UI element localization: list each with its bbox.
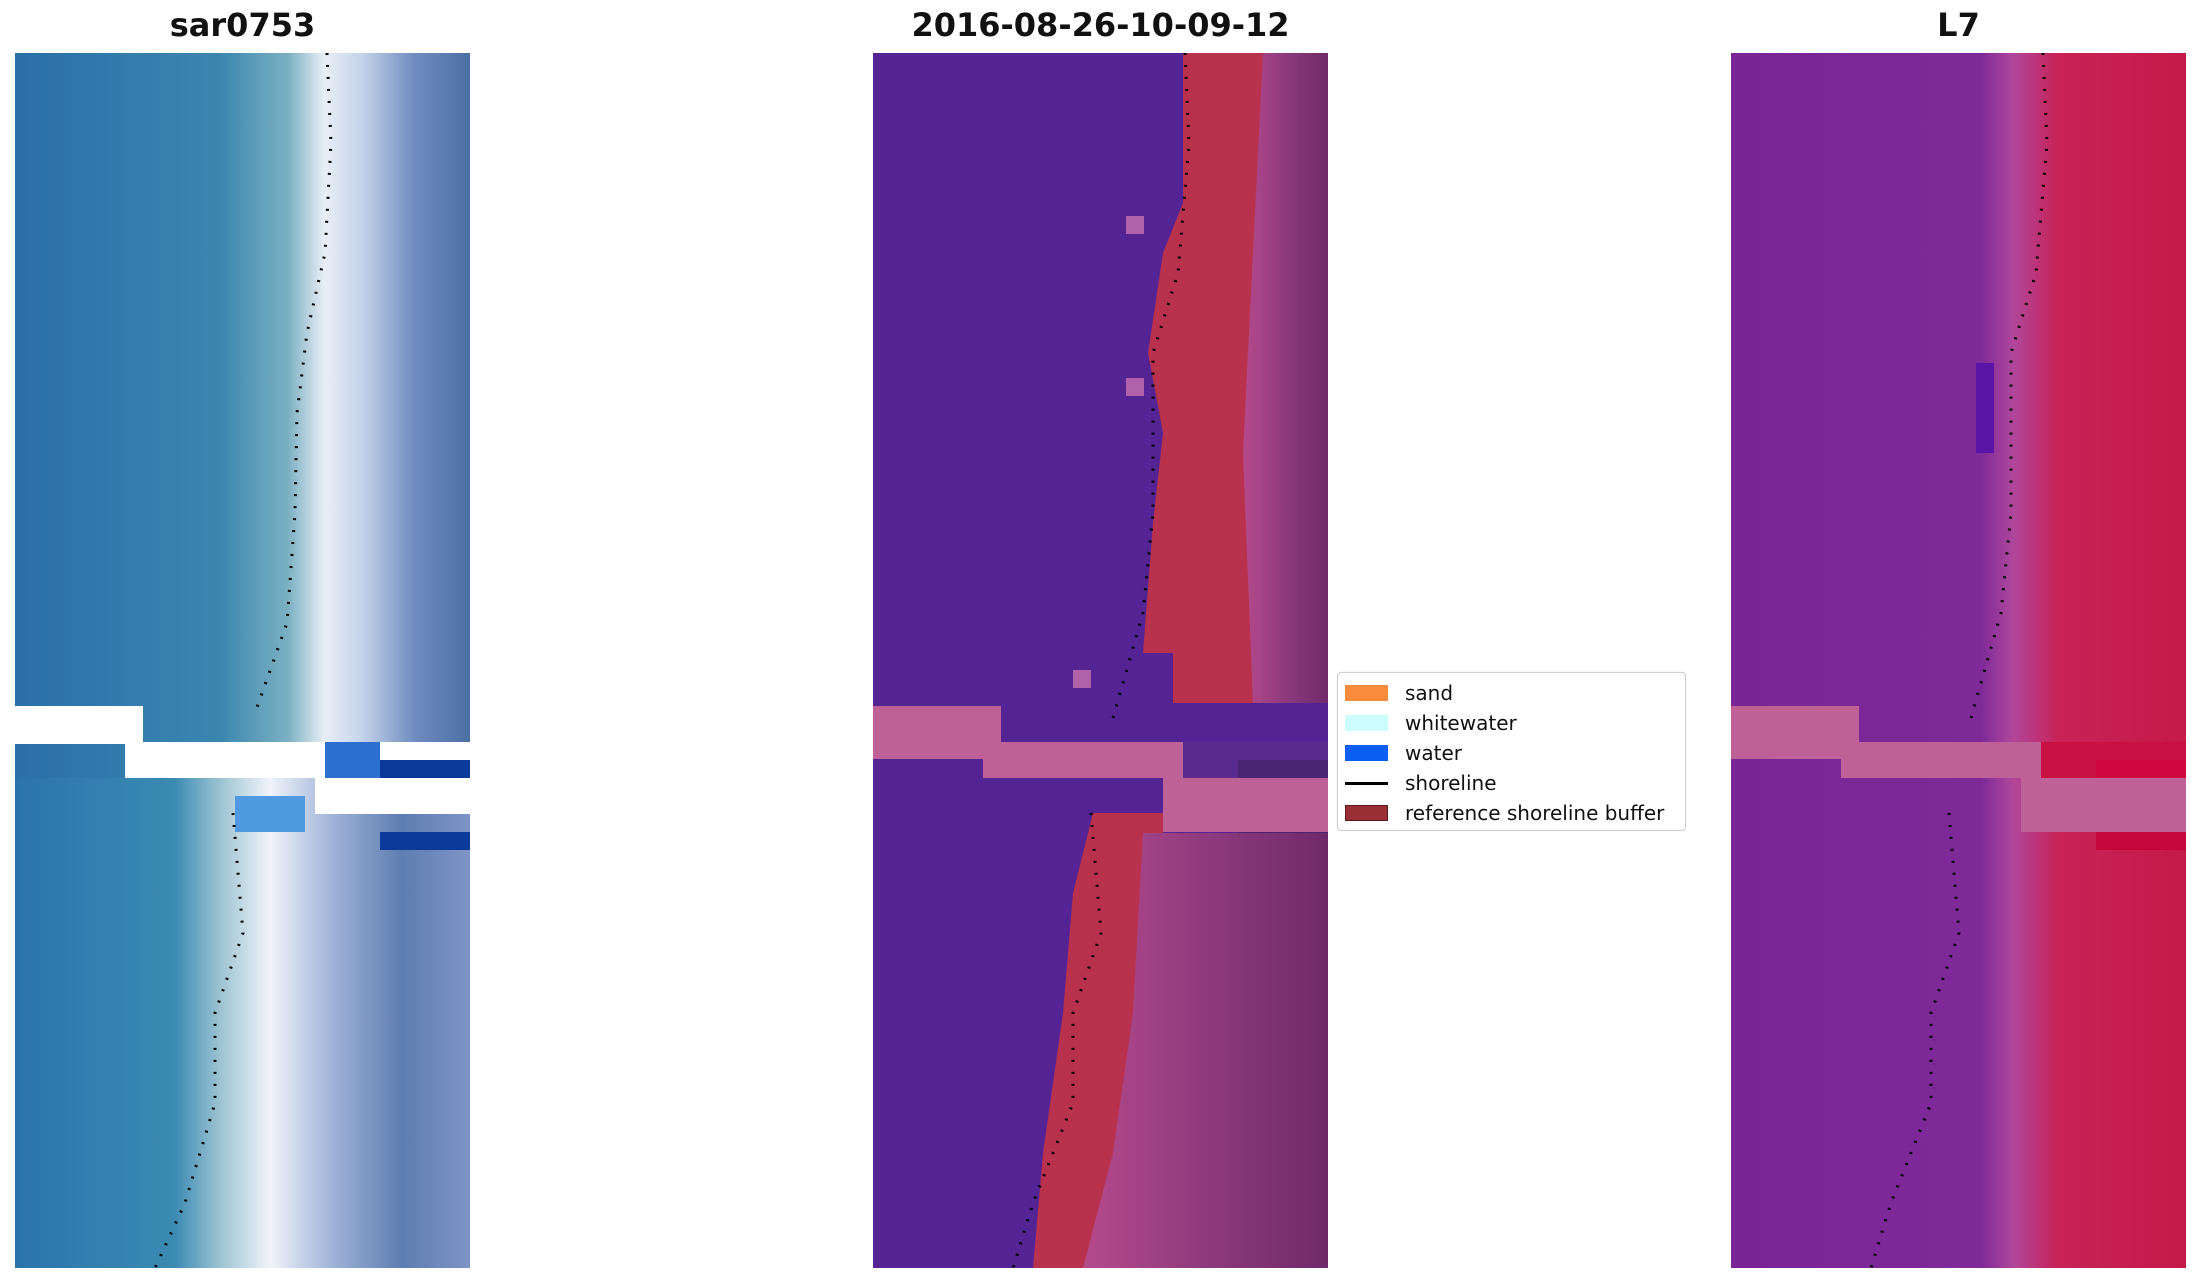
legend-label: shoreline — [1405, 771, 1497, 795]
legend-item-sand: sand — [1345, 680, 1453, 706]
legend-line-shoreline — [1345, 781, 1388, 785]
rgb-image-panel — [15, 53, 470, 1268]
legend-item-whitewater: whitewater — [1345, 710, 1517, 736]
legend-item-water: water — [1345, 740, 1462, 766]
legend-swatch-sand — [1345, 685, 1388, 701]
legend-label: water — [1405, 741, 1462, 765]
legend-label: whitewater — [1405, 711, 1517, 735]
panel-title-classification: 2016-08-26-10-09-12 — [911, 6, 1290, 44]
false-color-panel — [1731, 53, 2186, 1268]
legend-swatch-water — [1345, 745, 1388, 761]
legend-item-reference-buffer: reference shoreline buffer — [1345, 800, 1664, 826]
legend-label: reference shoreline buffer — [1405, 801, 1665, 825]
legend-item-shoreline: shoreline — [1345, 770, 1497, 796]
legend-swatch-reference-buffer — [1345, 805, 1388, 821]
legend: sand whitewater water shoreline referenc… — [1337, 672, 1686, 831]
legend-label: sand — [1405, 681, 1454, 705]
panel-title-false-color: L7 — [1937, 6, 1980, 44]
panel-title-rgb: sar0753 — [169, 6, 316, 44]
classification-panel — [873, 53, 1328, 1268]
legend-swatch-whitewater — [1345, 715, 1388, 731]
